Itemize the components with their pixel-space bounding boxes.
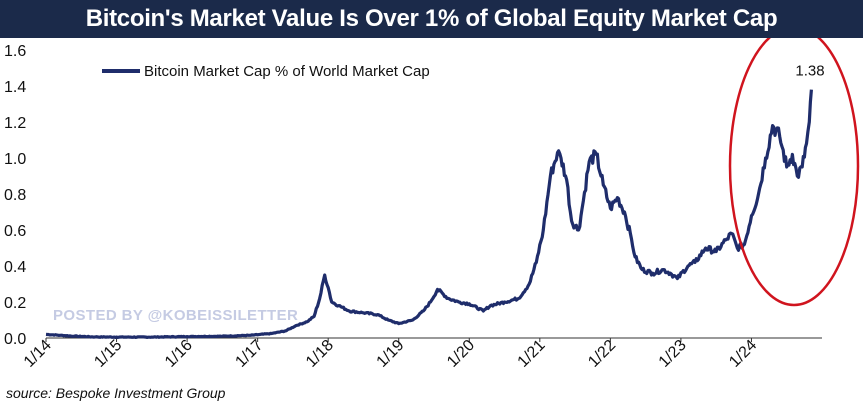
x-tick-label: 1/15	[91, 337, 125, 371]
annotation-last-value: 1.38	[795, 63, 824, 80]
y-tick-label: 0.0	[4, 331, 26, 348]
y-tick-label: 0.2	[4, 295, 26, 312]
y-tick-label: 1.4	[4, 79, 26, 96]
x-tick-label: 1/16	[162, 337, 196, 371]
x-tick-label: 1/20	[444, 337, 478, 371]
x-tick-label: 1/17	[232, 337, 266, 371]
x-tick-label: 1/22	[585, 337, 619, 371]
x-tick-label: 1/24	[726, 337, 760, 371]
legend-label: Bitcoin Market Cap % of World Market Cap	[144, 63, 430, 80]
x-tick-label: 1/23	[656, 337, 690, 371]
series-line-bitcoin-market-cap-pct	[45, 89, 813, 339]
chart-title-bar: Bitcoin's Market Value Is Over 1% of Glo…	[0, 0, 863, 38]
x-tick-label: 1/18	[303, 337, 337, 371]
y-tick-label: 1.0	[4, 151, 26, 168]
chart-area: 0.00.20.40.60.81.01.21.41.6 1/14 1/15 1/16…	[4, 38, 860, 371]
y-tick-label: 1.2	[4, 115, 26, 132]
y-tick-label: 0.6	[4, 223, 26, 240]
y-tick-label: 0.4	[4, 259, 26, 276]
highlight-ellipse	[728, 38, 860, 307]
chart-title: Bitcoin's Market Value Is Over 1% of Glo…	[85, 5, 778, 32]
y-tick-label: 1.6	[4, 43, 26, 60]
x-tick-label: 1/19	[374, 337, 408, 371]
watermark: POSTED BY @KOBEISSILETTER	[53, 307, 298, 324]
x-tick-label: 1/21	[515, 337, 549, 371]
source-note: source: Bespoke Investment Group	[6, 385, 226, 401]
y-tick-label: 0.8	[4, 187, 26, 204]
